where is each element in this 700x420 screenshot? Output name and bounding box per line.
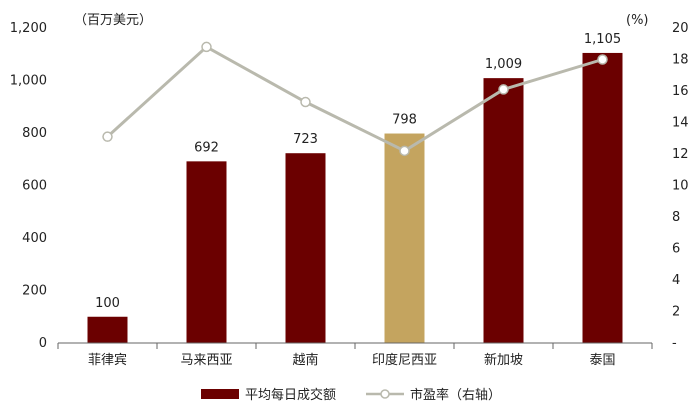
bar-value-label: 100 <box>95 296 120 311</box>
right-axis-tick-label: 10 <box>672 179 689 194</box>
right-axis-tick-label: 6 <box>672 242 680 257</box>
right-axis-tick-label: 2 <box>672 305 680 320</box>
right-axis-tick-label: 8 <box>672 210 680 225</box>
bar-value-label: 1,009 <box>485 57 522 72</box>
left-axis-tick-label: 200 <box>22 284 47 299</box>
pe-ratio-point <box>498 84 509 95</box>
pe-ratio-point <box>597 54 608 65</box>
x-axis-category-label: 越南 <box>292 352 318 368</box>
bar-value-label: 723 <box>293 132 318 147</box>
x-axis-category-label: 菲律宾 <box>88 352 127 368</box>
bar-value-label: 692 <box>194 140 219 155</box>
bar <box>384 133 425 343</box>
x-axis-category-labels: 菲律宾 马来西亚 越南 印度尼西亚 新加坡 泰国 <box>57 343 653 368</box>
bar <box>285 153 326 343</box>
left-axis-tick-label: 600 <box>22 179 47 194</box>
right-axis-tick-label: 4 <box>672 273 680 288</box>
left-axis-tick-label: 400 <box>22 231 47 246</box>
bar-series <box>87 52 623 343</box>
left-axis-tick-label: 1,200 <box>10 21 47 36</box>
line-series <box>102 41 608 157</box>
x-axis-category-label: 印度尼西亚 <box>372 352 437 368</box>
bar <box>87 316 128 343</box>
right-axis-tick-label: 16 <box>672 84 689 99</box>
left-axis-unit-label: （百万美元） <box>74 13 152 28</box>
bar <box>483 78 524 343</box>
right-axis-ticks: - 2 4 6 8 10 12 14 16 18 20 <box>672 21 689 351</box>
right-axis-tick-label: 18 <box>672 53 689 68</box>
pe-ratio-point <box>201 41 212 53</box>
legend-bar-label: 平均每日成交额 <box>245 387 336 403</box>
bar-value-label: 1,105 <box>584 32 621 47</box>
right-axis-tick-label: - <box>672 336 677 351</box>
bar-data-labels: 100 692 723 798 1,009 1,105 <box>95 32 621 311</box>
right-axis-tick-label: 12 <box>672 147 689 162</box>
legend-bar-swatch <box>201 389 239 399</box>
right-axis-tick-label: 20 <box>672 21 689 36</box>
left-axis-tick-label: 0 <box>39 336 47 351</box>
right-axis-tick-label: 14 <box>672 116 689 131</box>
pe-ratio-point <box>102 131 113 142</box>
x-axis-category-label: 新加坡 <box>484 352 523 368</box>
x-axis-category-label: 泰国 <box>589 353 615 368</box>
x-axis-category-label: 马来西亚 <box>180 353 232 368</box>
right-axis-unit-label: (%) <box>626 13 649 28</box>
legend: 平均每日成交额 市盈率（右轴） <box>201 387 501 403</box>
pe-ratio-point <box>300 96 311 108</box>
legend-line-marker <box>380 389 390 399</box>
bar-value-label: 798 <box>392 113 417 128</box>
legend-line-label: 市盈率（右轴） <box>410 387 501 403</box>
bar <box>186 161 227 343</box>
left-axis-tick-label: 800 <box>22 126 47 141</box>
bar <box>582 52 623 343</box>
pe-ratio-point <box>399 145 410 157</box>
left-axis-tick-label: 1,000 <box>10 74 47 89</box>
left-axis-ticks: 0 200 400 600 800 1,000 1,200 <box>10 21 47 351</box>
pe-ratio-line <box>106 45 603 153</box>
